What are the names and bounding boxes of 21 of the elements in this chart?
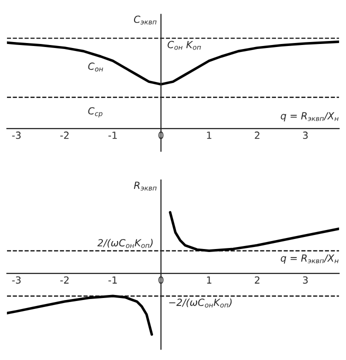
- x-tick-label: -3: [12, 132, 21, 139]
- x-tick-label: -3: [12, 276, 21, 284]
- x-tick-label: -1: [108, 276, 117, 284]
- x-axis-title: q = R$_{эквп}$/X$_{н}$: [280, 254, 338, 264]
- x-tick-label: 2: [254, 276, 260, 284]
- x-tick-label: -2: [60, 132, 69, 139]
- x-tick-label: 1: [207, 276, 212, 284]
- annotation: C$_{ср}$: [88, 107, 102, 118]
- ref-line-label: −2/(ωC$_{он}$K$_{оп}$): [169, 298, 232, 308]
- x-axis-title: q = R$_{эквп}$/X$_{н}$: [280, 112, 338, 122]
- x-tick-label: 1: [207, 132, 212, 139]
- ref-line-label: 2/(ωC$_{он}$K$_{оп}$): [97, 238, 153, 248]
- annotation: C$_{он}$: [88, 62, 104, 72]
- x-tick-label: 3: [303, 276, 308, 284]
- x-tick-label: 3: [303, 132, 308, 139]
- x-tick-label: -1: [108, 132, 117, 139]
- x-tick-label: -2: [60, 276, 69, 284]
- y-axis-title: C$_{эквп}$: [134, 16, 157, 24]
- annotation: C$_{он}$ K$_{оп}$: [168, 40, 201, 50]
- x-tick-label: 2: [254, 132, 260, 139]
- y-axis-title: R$_{эквп}$: [134, 182, 157, 191]
